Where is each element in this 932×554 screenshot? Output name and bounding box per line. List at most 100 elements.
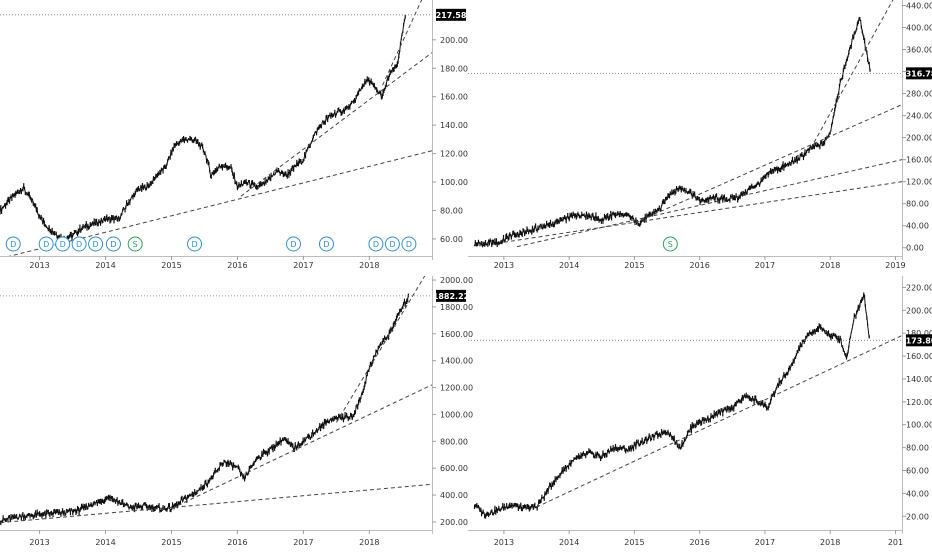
y-tick-label: 1800.00	[440, 303, 473, 312]
split-marker[interactable]	[127, 236, 143, 252]
trendline	[171, 384, 432, 509]
x-tick-label: 2018	[359, 538, 379, 547]
y-tick-label: 80.00	[906, 200, 929, 209]
dividend-marker[interactable]	[88, 236, 104, 252]
y-tick-label: 140.00	[440, 121, 468, 130]
trendline	[810, 0, 894, 149]
x-tick-label: 2014	[559, 538, 579, 547]
marker-label: S	[133, 240, 138, 249]
marker-label: S	[668, 240, 673, 249]
y-tick-label: 1600.00	[440, 330, 473, 339]
y-tick-label: 100.00	[440, 178, 468, 187]
x-tick-label: 2013	[494, 538, 514, 547]
y-tick-label: 1200.00	[440, 384, 473, 393]
y-tick-label: 200.00	[440, 518, 468, 527]
x-tick-label: 2017	[755, 261, 775, 270]
x-tick-label: 2017	[293, 538, 313, 547]
y-tick-label: 440.00	[906, 2, 932, 11]
chart-panel-4: 20.00 40.00 60.00 80.00 100.00 120.00 140.00 16…	[468, 276, 932, 547]
x-tick-label: 2015	[161, 538, 181, 547]
split-marker[interactable]	[662, 236, 678, 252]
price-line	[0, 17, 406, 243]
x-tick-label: 2015	[624, 261, 644, 270]
x-tick-label: 2016	[227, 261, 247, 270]
y-tick-label: 200.00	[906, 134, 932, 143]
dividend-marker[interactable]	[187, 236, 203, 252]
chart-panel-1: 60.00 80.00 100.00 120.00 140.00 160.00 180.00…	[0, 0, 468, 270]
x-tick-label: 2016	[690, 538, 710, 547]
last-price-badge	[436, 289, 466, 302]
marker-label: D	[373, 240, 379, 249]
last-price-label: 173.80	[906, 336, 932, 345]
y-tick-label: 180.00	[906, 329, 932, 338]
y-tick-label: 60.00	[906, 467, 929, 476]
x-tick-label: 2014	[559, 261, 579, 270]
x-tick-label: 2019	[885, 261, 905, 270]
y-tick-label: 20.00	[906, 512, 929, 521]
marker-label: D	[389, 240, 395, 249]
x-tick-label: 2014	[95, 261, 115, 270]
candles	[473, 16, 871, 249]
y-tick-label: 280.00	[906, 90, 932, 99]
last-price-badge	[906, 334, 932, 347]
marker-label: D	[191, 240, 197, 249]
trendline	[8, 150, 432, 256]
dividend-marker[interactable]	[105, 236, 121, 252]
y-tick-label: 360.00	[906, 46, 932, 55]
x-tick-label: 2017	[293, 261, 313, 270]
price-line	[474, 292, 870, 517]
chart-panel-3: 200.00 400.00 600.00 800.00 1000.00 1200.00 14…	[0, 276, 473, 547]
dividend-marker[interactable]	[285, 236, 301, 252]
last-price-label: 217.58	[436, 11, 467, 20]
x-tick-label: 2015	[161, 261, 181, 270]
marker-label: D	[290, 240, 296, 249]
candles	[0, 14, 406, 244]
dividend-marker[interactable]	[318, 236, 334, 252]
y-tick-label: 400.00	[906, 24, 932, 33]
x-tick-label: 2016	[690, 261, 710, 270]
trendline	[240, 52, 432, 197]
y-tick-label: 200.00	[906, 306, 932, 315]
x-tick-label: 201	[888, 538, 903, 547]
dividend-marker[interactable]	[401, 236, 417, 252]
dividend-marker[interactable]	[5, 236, 21, 252]
dividend-marker[interactable]	[38, 236, 54, 252]
y-tick-label: 1000.00	[440, 410, 473, 419]
last-price-badge	[906, 67, 932, 80]
trendline	[335, 276, 426, 423]
x-tick-label: 2013	[494, 261, 514, 270]
trendline	[382, 0, 423, 86]
y-tick-label: 80.00	[906, 444, 929, 453]
y-tick-label: 220.00	[906, 283, 932, 292]
price-line	[0, 294, 409, 524]
y-tick-label: 120.00	[906, 178, 932, 187]
y-tick-label: 2000.00	[440, 276, 473, 285]
marker-label: D	[323, 240, 329, 249]
dividend-marker[interactable]	[55, 236, 71, 252]
y-tick-label: 180.00	[440, 64, 468, 73]
last-price-label: 316.78	[906, 69, 932, 78]
y-tick-label: 0.00	[906, 244, 924, 253]
y-tick-label: 40.00	[906, 222, 929, 231]
y-tick-label: 60.00	[440, 235, 463, 244]
chart-panel-2: 0.00 40.00 80.00 120.00 160.00 200.00 240.00 28…	[468, 0, 932, 270]
y-tick-label: 800.00	[440, 437, 468, 446]
x-tick-label: 2013	[29, 261, 49, 270]
trendline	[536, 335, 902, 508]
trendline	[503, 181, 902, 243]
dividend-marker[interactable]	[368, 236, 384, 252]
x-tick-label: 2014	[95, 538, 115, 547]
dividend-marker[interactable]	[71, 236, 87, 252]
y-tick-label: 80.00	[440, 206, 463, 215]
marker-label: D	[406, 240, 412, 249]
x-tick-label: 2018	[820, 538, 840, 547]
marker-label: D	[43, 240, 49, 249]
y-tick-label: 1400.00	[440, 357, 473, 366]
x-tick-label: 2015	[624, 538, 644, 547]
dividend-marker[interactable]	[384, 236, 400, 252]
candles	[0, 293, 409, 526]
last-price-badge	[436, 8, 466, 21]
y-tick-label: 400.00	[440, 491, 468, 500]
